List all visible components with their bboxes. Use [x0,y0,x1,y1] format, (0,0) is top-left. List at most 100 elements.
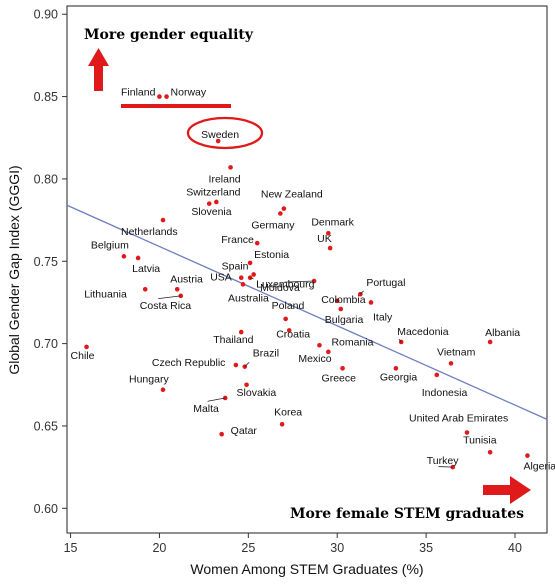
point-label-qatar: Qatar [231,425,258,437]
y-tick-label: 0.70 [34,337,58,351]
data-point-austria [174,286,180,292]
x-axis-title: Women Among STEM Graduates (%) [190,561,423,577]
point-label-united-arab-emirates: United Arab Emirates [409,413,508,425]
point-label-lithuania: Lithuania [84,288,127,300]
point-label-turkey: Turkey [427,455,459,467]
point-label-tunisia: Tunisia [463,434,497,446]
y-tick-label: 0.90 [34,8,58,22]
leader-line-moldova [284,280,315,283]
data-point-georgia [393,366,399,371]
point-label-new-zealand: New Zealand [261,189,323,201]
point-label-usa: USA [210,272,232,284]
point-label-netherlands: Netherlands [121,226,178,238]
point-label-malta: Malta [193,403,219,415]
data-point-spain [251,272,256,277]
point-label-colombia: Colombia [321,294,366,306]
point-label-mexico: Mexico [298,353,331,365]
point-label-hungary: Hungary [129,374,169,386]
data-point-belgium [121,254,127,259]
point-label-finland: Finland [121,87,156,99]
data-point-new-zealand [281,206,287,211]
point-label-italy: Italy [373,311,393,323]
data-point-norway [164,94,169,99]
data-point-slovenia [214,199,219,205]
x-tick-label: 35 [419,541,433,555]
y-tick-label: 0.80 [34,172,58,186]
data-point-sweden [215,138,221,144]
leader-line-brazil [244,361,250,367]
point-label-ireland: Ireland [209,173,241,185]
x-tick-label: 15 [64,541,78,555]
point-label-costa-rica: Costa Rica [140,300,192,312]
data-point-greece [340,366,345,371]
data-point-indonesia [434,372,440,378]
x-tick-label: 40 [508,541,522,555]
point-label-portugal: Portugal [366,277,405,289]
point-label-macedonia: Macedonia [397,326,449,338]
data-point-lithuania [142,286,148,292]
data-point-chile [84,344,89,350]
point-label-romania: Romania [331,336,373,348]
finland-norway-highlight-underline [121,104,231,108]
data-point-france [254,240,260,246]
leader-line-macedonia [398,338,402,343]
point-label-spain: Spain [222,260,249,272]
data-point-finland [157,94,162,99]
data-point-ireland [228,165,233,170]
point-label-czech-republic: Czech Republic [152,357,226,369]
data-point-germany [278,211,283,216]
x-tick-label: 20 [152,541,166,555]
data-point-switzerland [206,201,212,206]
point-label-albania: Albania [485,327,520,339]
point-label-sweden: Sweden [201,129,239,141]
data-point-united-arab-emirates [464,430,470,435]
data-point-slovakia [244,382,249,388]
point-label-algeria: Algeria [523,461,555,473]
y-tick-label: 0.75 [34,255,58,269]
point-label-denmark: Denmark [311,216,354,228]
point-label-bulgaria: Bulgaria [325,314,364,326]
x-tick-label: 25 [241,541,255,555]
point-label-georgia: Georgia [380,371,418,383]
data-point-denmark [326,230,331,236]
data-point-mexico [326,349,331,355]
y-tick-label: 0.60 [34,502,58,516]
annotation-more-gender-equality: More gender equality [84,27,254,43]
right-arrow-icon [483,476,531,504]
point-label-indonesia: Indonesia [422,387,468,399]
x-tick-label: 30 [330,541,344,555]
data-point-czech-republic [233,362,239,368]
data-point-korea [279,422,285,427]
data-point-romania [317,342,322,348]
point-label-croatia: Croatia [276,328,310,340]
axes: 15 20 25 30 35 40 0.60 0.65 0.70 0.75 0.80 0.85 0.90 [34,8,522,555]
leader-line-portugal [360,290,364,295]
leader-line-luxembourg [249,277,254,280]
point-label-slovenia: Slovenia [191,206,231,218]
point-label-moldova: Moldova [260,282,300,294]
leader-line-costa-rica [158,295,181,299]
point-label-norway: Norway [171,87,207,99]
point-label-belgium: Belgium [91,239,129,251]
point-labels: Finland Norway Sweden Ireland Switzerland Slo… [71,87,555,473]
leader-line-turkey [438,466,453,468]
point-label-australia: Australia [228,292,269,304]
point-label-estonia: Estonia [254,249,289,261]
data-point-estonia [247,260,253,266]
up-arrow-icon [88,48,109,91]
data-point-usa [238,275,244,281]
plot-panel [66,5,548,534]
point-label-latvia: Latvia [132,263,160,275]
point-label-switzerland: Switzerland [186,187,240,199]
data-point-albania [487,339,493,345]
point-label-korea: Korea [274,406,302,418]
point-label-france: France [221,234,254,246]
data-point-uk [327,245,333,251]
y-tick-label: 0.65 [34,419,58,433]
data-point-qatar [219,431,224,437]
leader-line-malta [207,397,226,402]
y-axis-title: Global Gender Gap Index (GGGI) [6,165,22,374]
point-label-austria: Austria [170,273,203,285]
trend-line [66,204,548,420]
